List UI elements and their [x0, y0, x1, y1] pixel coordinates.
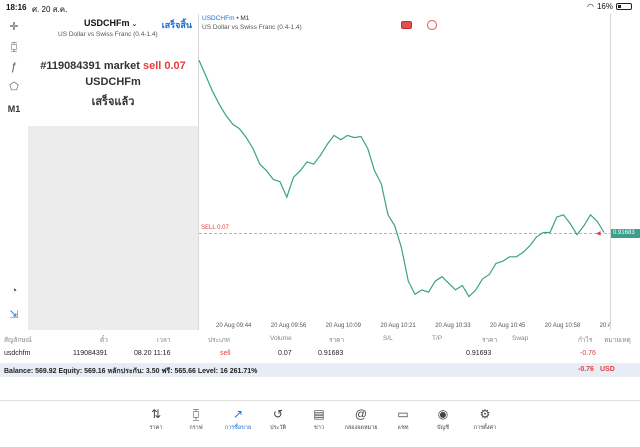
- nav-trade[interactable]: ↗ การซื้อขาย: [216, 407, 260, 432]
- col-swap: Swap: [512, 335, 529, 342]
- symbol-description: US Dollar vs Swiss Franc (0.4-1.4): [58, 31, 158, 38]
- nav-chat-label: แชท: [397, 425, 409, 431]
- mailbox-icon: @: [354, 407, 368, 421]
- sell-marker-icon: ◀: [596, 230, 601, 237]
- history-icon: ↺: [272, 407, 284, 421]
- timeframe-button[interactable]: M1: [7, 104, 21, 114]
- crosshair-icon[interactable]: ✛: [9, 21, 19, 33]
- chart-header: USDCHFm • M1: [202, 15, 249, 22]
- position-row[interactable]: usdchfm 119084391 08.20 11:16 sell 0.07 …: [0, 347, 640, 361]
- position-current-price: 0.91693: [466, 350, 492, 357]
- export-icon[interactable]: ⇲: [9, 309, 19, 321]
- position-type: sell: [220, 350, 231, 357]
- order-result-panel: USDCHFm ⌄ เสร็จสิ้น US Dollar vs Swiss Fr…: [28, 14, 198, 330]
- done-button[interactable]: เสร็จสิ้น: [161, 20, 192, 30]
- order-ticket-label: #119084391 market: [40, 60, 143, 72]
- col-time: เวลา: [157, 337, 171, 344]
- position-profit: -0.76: [580, 350, 596, 357]
- nav-accounts-label: บัญชี: [437, 425, 449, 431]
- order-status: เสร็จแล้ว: [91, 96, 135, 108]
- nav-news-label: ข่าว: [314, 425, 324, 431]
- col-profit: กำไร: [578, 337, 593, 344]
- accounts-icon: ◉: [437, 407, 449, 421]
- order-symbol: USDCHFm: [85, 76, 141, 88]
- chat-icon: ▭: [397, 407, 409, 421]
- status-time: 18:16: [6, 3, 27, 12]
- nav-news[interactable]: ▤ ข่าว: [297, 407, 341, 432]
- wifi-icon: ◠: [587, 2, 594, 11]
- col-ticket: ตั๋ว: [100, 337, 108, 344]
- col-open-price: ราคา: [329, 337, 345, 344]
- nav-history-label: ประวัติ: [269, 425, 287, 431]
- nav-quotes-label: ราคา: [149, 425, 163, 431]
- battery-percent: 16%: [596, 2, 613, 11]
- indicator-f-icon[interactable]: ƒ: [10, 61, 18, 73]
- one-click-sell-icon[interactable]: [401, 21, 412, 29]
- col-volume: Volume: [270, 335, 292, 342]
- col-comment: หมายเหตุ: [604, 337, 631, 344]
- nav-trade-label: การซื้อขาย: [224, 425, 252, 431]
- chart-timeframe: • M1: [236, 15, 250, 22]
- clock-icon[interactable]: ◔: [10, 285, 18, 297]
- current-price-tag: 0.91683: [611, 229, 640, 239]
- shapes-icon[interactable]: ⬠: [9, 81, 19, 93]
- chart-symbol: USDCHFm: [202, 15, 235, 22]
- nav-settings-label: การตั้งค่า: [473, 425, 497, 431]
- nav-mailbox[interactable]: @ กล่องจดหมาย: [339, 407, 383, 432]
- nav-chart-label: กราฟ: [189, 425, 203, 431]
- nav-chart[interactable]: ⧮ กราฟ: [174, 407, 218, 432]
- position-symbol: usdchfm: [4, 350, 31, 357]
- col-type: ประเภท: [208, 337, 230, 344]
- battery-icon: [616, 3, 632, 10]
- price-axis: [610, 14, 640, 330]
- order-summary: #119084391 market sell 0.07: [28, 60, 198, 72]
- position-ticket: 119084391: [73, 350, 108, 357]
- symbol-selector[interactable]: USDCHFm ⌄: [84, 18, 137, 28]
- bottom-navigation: ⇅ ราคา ⧮ กราฟ ↗ การซื้อขาย ↺ ประวัติ ▤ ข…: [0, 400, 640, 447]
- nav-mailbox-label: กล่องจดหมาย: [344, 425, 378, 431]
- nav-history[interactable]: ↺ ประวัติ: [256, 407, 300, 432]
- nav-chat[interactable]: ▭ แชท: [381, 407, 425, 432]
- positions-table-header: สัญลักษณ์ ตั๋ว เวลา ประเภท Volume ราคา S…: [0, 332, 640, 345]
- settings-icon: ⚙: [479, 407, 491, 421]
- status-date: ศ. 20 ส.ค.: [32, 5, 68, 14]
- balance-bar: Balance: 569.92 Equity: 569.16 หลักประกั…: [0, 363, 640, 377]
- col-symbol: สัญลักษณ์: [4, 337, 32, 344]
- candles-icon[interactable]: ⧮: [10, 41, 18, 53]
- status-bar: 18:16 ศ. 20 ส.ค. ◠ 16%: [0, 0, 640, 14]
- position-volume: 0.07: [278, 350, 292, 357]
- order-result-card: USDCHFm ⌄ เสร็จสิ้น US Dollar vs Swiss Fr…: [28, 14, 198, 126]
- order-side-label: sell 0.07: [142, 60, 186, 72]
- nav-settings[interactable]: ⚙ การตั้งค่า: [463, 407, 507, 432]
- nav-quotes[interactable]: ⇅ ราคา: [134, 407, 178, 432]
- balance-summary: Balance: 569.92 Equity: 569.16 หลักประกั…: [4, 368, 258, 375]
- position-time: 08.20 11:16: [134, 350, 171, 357]
- col-current-price: ราคา: [482, 337, 498, 344]
- chart-icon: ⧮: [192, 407, 200, 421]
- sell-level-label: SELL 0.07: [201, 224, 229, 231]
- chart-area[interactable]: [198, 14, 610, 330]
- one-click-trading-icon[interactable]: [427, 20, 437, 30]
- balance-profit: -0.76: [578, 366, 594, 373]
- left-toolbar: ✛ ⧮ ƒ ⬠ M1 ◔ ⇲: [0, 14, 28, 330]
- chart-description: US Dollar vs Swiss Franc (0.4-1.4): [202, 24, 302, 31]
- chevron-down-icon: ⌄: [131, 21, 138, 28]
- symbol-label: USDCHFm: [84, 18, 130, 28]
- status-right: ◠ 16%: [587, 2, 632, 11]
- trade-icon: ↗: [232, 407, 244, 421]
- col-tp: T/P: [432, 335, 443, 342]
- position-open-price: 0.91683: [318, 350, 344, 357]
- balance-currency: USD: [600, 366, 615, 373]
- news-icon: ▤: [313, 407, 325, 421]
- col-sl: S/L: [383, 335, 393, 342]
- quotes-icon: ⇅: [150, 407, 162, 421]
- nav-accounts[interactable]: ◉ บัญชี: [421, 407, 465, 432]
